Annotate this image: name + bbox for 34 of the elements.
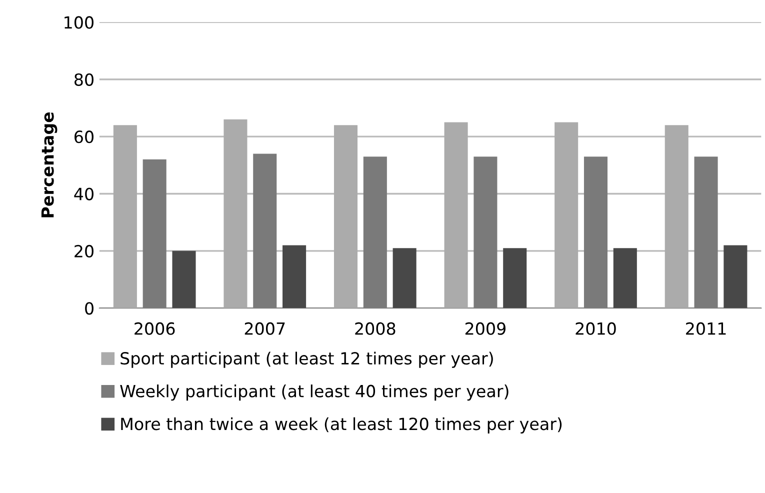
x-tick-label: 2007 bbox=[244, 322, 285, 335]
bar bbox=[664, 125, 688, 308]
y-tick-label: 100 bbox=[64, 16, 94, 29]
bar bbox=[613, 248, 637, 308]
y-tick-label: 60 bbox=[74, 130, 94, 144]
y-tick-label: 20 bbox=[74, 244, 94, 258]
x-tick-label: 2009 bbox=[465, 322, 506, 335]
bar bbox=[363, 156, 387, 308]
y-tick-label: 80 bbox=[74, 73, 94, 86]
x-tick-label: 2010 bbox=[576, 322, 616, 335]
bar bbox=[474, 156, 498, 308]
bar bbox=[584, 156, 608, 308]
legend-label: More than twice a week (at least 120 times per year) bbox=[121, 417, 562, 434]
bar bbox=[694, 156, 718, 308]
x-tick-label: 2011 bbox=[686, 322, 726, 335]
y-axis-title: Percentage bbox=[41, 112, 58, 218]
bar bbox=[142, 159, 166, 308]
bar bbox=[113, 125, 137, 308]
bar bbox=[392, 248, 416, 308]
bar bbox=[334, 125, 358, 308]
bar bbox=[172, 250, 196, 308]
bar bbox=[724, 245, 748, 308]
bar bbox=[253, 154, 277, 308]
bar bbox=[282, 245, 306, 308]
bar bbox=[444, 122, 468, 308]
y-tick-label: 40 bbox=[74, 188, 94, 200]
x-tick-label: 2006 bbox=[134, 322, 175, 335]
legend-label: Sport participant (at least 12 times per year) bbox=[120, 352, 493, 368]
bar bbox=[554, 122, 578, 308]
legend-label: Weekly participant (at least 40 times per year) bbox=[120, 384, 508, 401]
bar bbox=[224, 119, 248, 308]
y-tick-label: 0 bbox=[85, 302, 94, 315]
x-tick-label: 2008 bbox=[355, 322, 396, 335]
bar bbox=[503, 248, 527, 308]
